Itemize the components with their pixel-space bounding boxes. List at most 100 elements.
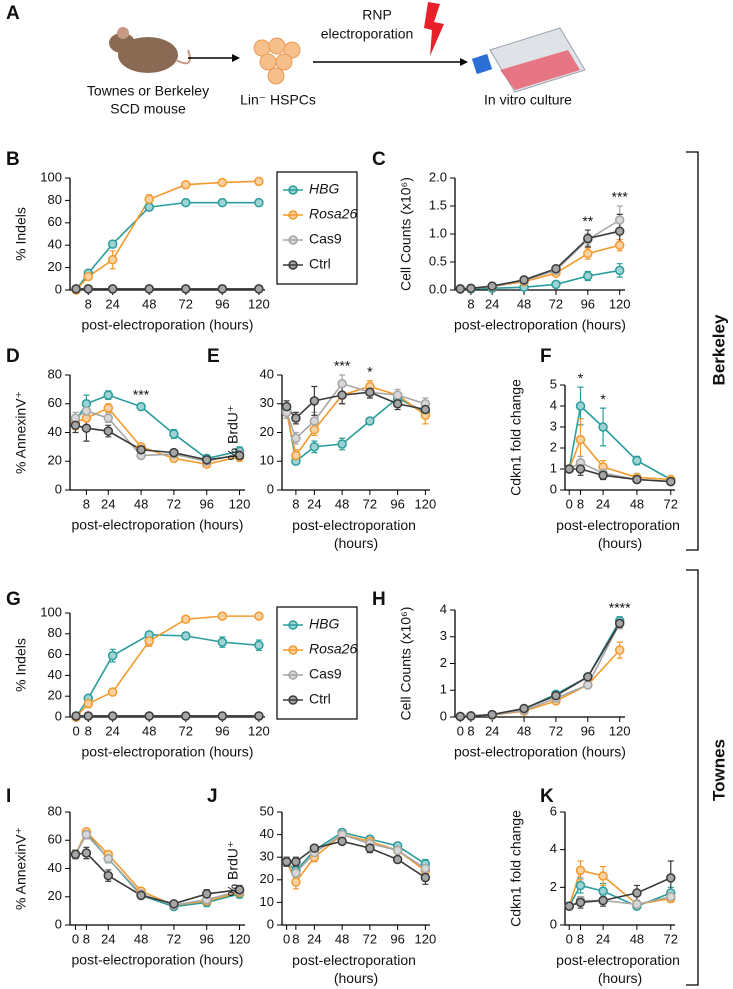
x-axis-label-line: (hours)	[334, 535, 378, 551]
data-point-bg	[565, 465, 574, 473]
electroporation-label: electroporation	[321, 26, 414, 42]
data-point	[103, 426, 114, 436]
data-point	[583, 680, 593, 690]
data-point-bg	[82, 848, 91, 857]
data-point	[136, 445, 146, 455]
data-point-bg	[104, 871, 113, 880]
data-point	[309, 843, 320, 853]
data-point	[392, 399, 403, 409]
mouse-label: SCD mouse	[110, 101, 186, 117]
data-point-bg	[82, 830, 91, 839]
y-tick-label: 60	[48, 214, 62, 229]
y-tick-label: 2	[550, 439, 557, 454]
significance: **	[582, 213, 593, 229]
x-axis-label-line: post-electroporation	[292, 952, 420, 968]
x-tick-label: 0	[72, 723, 79, 738]
x-tick-label: 72	[167, 931, 181, 946]
x-tick-label: 96	[215, 723, 229, 738]
data-point-bg	[291, 414, 300, 423]
data-point	[81, 829, 92, 840]
data-point	[217, 177, 228, 188]
data-point-bg	[218, 638, 227, 647]
y-tick-label: 0	[550, 916, 557, 931]
data-point	[632, 474, 642, 485]
data-point	[466, 283, 476, 294]
series-line	[460, 244, 620, 290]
y-tick-label: 20	[260, 871, 274, 886]
x-axis-label: post-electroporation (hours)	[292, 952, 420, 986]
x-tick-label: 120	[229, 931, 251, 946]
data-point-bg	[551, 264, 560, 273]
x-tick-label: 48	[142, 296, 156, 311]
panel-letter: K	[540, 786, 554, 807]
legend-marker	[288, 185, 298, 195]
x-tick-label: 96	[390, 496, 404, 511]
x-tick-label: 8	[467, 723, 474, 738]
data-point-bg	[565, 902, 574, 911]
series-line	[74, 394, 240, 460]
y-tick-label: 60	[48, 832, 62, 847]
data-point	[234, 450, 245, 461]
x-axis-label: post-electroporation (hours)	[292, 517, 420, 551]
y-tick-label: 30	[260, 395, 274, 410]
y-tick-label: 4	[550, 841, 557, 856]
y-tick-label: 2.0	[429, 169, 447, 184]
data-point-bg	[576, 402, 585, 410]
y-tick-label: 80	[48, 192, 62, 207]
y-tick-label: 2	[440, 655, 447, 670]
data-point	[575, 880, 586, 891]
data-point-bg	[338, 440, 347, 448]
data-point-bg	[456, 712, 465, 721]
data-point-bg	[291, 451, 300, 460]
data-point-bg	[615, 216, 624, 224]
x-tick-label: 48	[134, 931, 148, 946]
data-point-bg	[338, 837, 347, 846]
cells-label: Lin⁻ HSPCs	[240, 92, 316, 108]
y-tick-label: 0.5	[429, 253, 447, 268]
data-point	[583, 248, 593, 259]
x-axis-label: post-electroporation (hours)	[556, 517, 684, 551]
x-tick-label: 72	[363, 931, 377, 946]
data-point-bg	[632, 900, 641, 909]
data-point-bg	[254, 198, 263, 207]
x-tick-label: 48	[142, 723, 156, 738]
data-point-bg	[181, 631, 190, 640]
series-line	[285, 382, 426, 440]
data-point	[107, 711, 118, 721]
legend-marker	[288, 235, 298, 245]
data-point	[201, 455, 212, 465]
bracket	[686, 569, 699, 986]
x-tick-label: 96	[390, 931, 404, 946]
y-tick-label: 30	[260, 849, 274, 864]
data-point	[144, 711, 154, 721]
y-tick-label: 20	[48, 888, 62, 903]
x-tick-label: 72	[549, 296, 563, 311]
x-tick-label: 120	[609, 296, 631, 311]
data-point	[337, 378, 347, 389]
data-point-bg	[666, 477, 675, 486]
data-point	[81, 406, 92, 416]
x-tick-label: 48	[335, 496, 349, 511]
data-point	[107, 284, 118, 294]
data-point-bg	[71, 850, 80, 859]
data-point	[455, 711, 466, 722]
data-point	[583, 271, 593, 281]
data-point-bg	[576, 881, 585, 890]
data-point-bg	[169, 429, 178, 438]
x-tick-label: 0	[72, 931, 79, 946]
y-tick-label: 0	[55, 281, 62, 296]
data-point-bg	[108, 240, 117, 249]
y-tick-label: 20	[48, 259, 62, 274]
series-line	[75, 407, 240, 465]
data-point-bg	[615, 646, 624, 655]
y-tick-label: 100	[40, 169, 62, 184]
y-tick-label: 60	[48, 646, 62, 661]
data-point	[564, 464, 574, 474]
data-point	[575, 434, 586, 445]
group-label: Berkeley	[709, 314, 728, 385]
data-point	[291, 877, 301, 887]
data-point	[614, 226, 625, 236]
data-point	[583, 233, 593, 244]
data-point-bg	[599, 423, 608, 431]
x-tick-label: 72	[179, 723, 193, 738]
